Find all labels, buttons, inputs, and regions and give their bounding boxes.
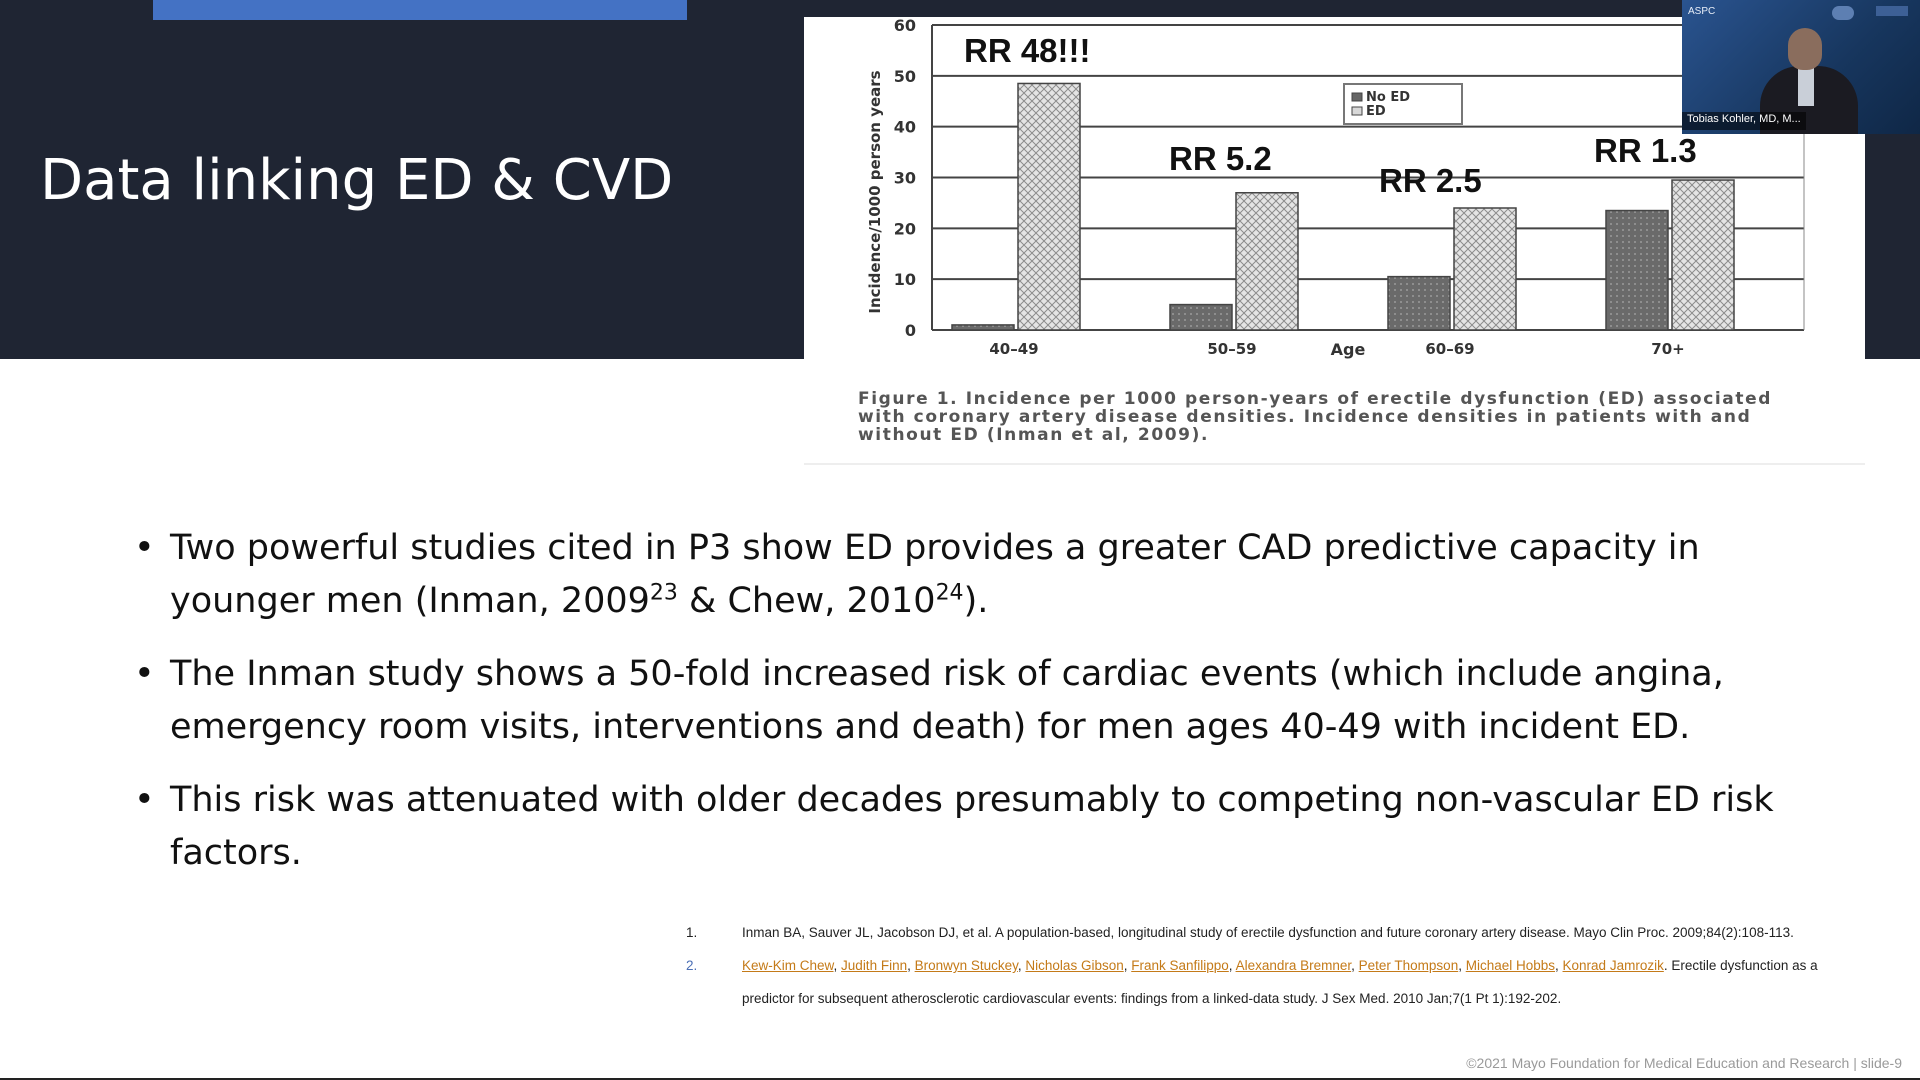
- bullet-item: • Two powerful studies cited in P3 show …: [134, 522, 1794, 628]
- bar-chart: 0 10 20 30 40 50 60 40–49 50–59 60–69 70+ RR 48!!! R…: [866, 17, 1805, 359]
- reference-text: predictor for subsequent atherosclerotic…: [742, 991, 1562, 1006]
- figure-caption: Figure 1. Incidence per 1000 person-year…: [858, 389, 1772, 445]
- bar-ed: [1453, 207, 1517, 331]
- x-tick-label: 70+: [1651, 340, 1684, 358]
- reference-text: Inman BA, Sauver JL, Jacobson DJ, et al.…: [742, 925, 1794, 940]
- bullet-item: • This risk was attenuated with older de…: [134, 774, 1794, 880]
- citation-superscript: 23: [649, 580, 678, 606]
- bullet-dot: •: [134, 780, 155, 820]
- bar-ed: [1235, 192, 1299, 331]
- bullet-text: Two powerful studies cited in P3 show ED…: [170, 528, 1700, 621]
- y-tick-label: 0: [905, 321, 916, 340]
- separator: ,: [907, 958, 915, 973]
- bar-no-ed: [1387, 275, 1451, 331]
- y-tick-label: 20: [894, 219, 916, 238]
- bullet-dot: •: [134, 654, 155, 694]
- badge-icon: [1832, 6, 1854, 20]
- separator: ,: [833, 958, 842, 973]
- x-tick-label: 50–59: [1207, 340, 1256, 358]
- y-tick-label: 60: [894, 17, 916, 35]
- separator: ,: [1351, 958, 1359, 973]
- author-link[interactable]: Michael Hobbs: [1465, 958, 1556, 973]
- citation-superscript: 24: [935, 580, 964, 606]
- rr-annotation: RR 5.2: [1169, 140, 1272, 177]
- bullet-text: The Inman study shows a 50-fold increase…: [170, 654, 1724, 747]
- bullet-item: • The Inman study shows a 50-fold increa…: [134, 648, 1794, 754]
- bullet-text: This risk was attenuated with older deca…: [170, 780, 1774, 873]
- y-tick-label: 30: [894, 169, 916, 188]
- separator: ,: [1228, 958, 1236, 973]
- bar-no-ed: [1169, 303, 1233, 331]
- slide-title: Data linking ED & CVD: [40, 148, 674, 213]
- bullet-list: • Two powerful studies cited in P3 show …: [134, 522, 1794, 900]
- caption-divider: [804, 463, 1865, 465]
- banner-icon: [1876, 6, 1908, 16]
- separator: ,: [1123, 958, 1132, 973]
- reference-number: 1.: [686, 925, 698, 940]
- bar-ed: [1017, 82, 1081, 331]
- separator: ,: [1458, 958, 1466, 973]
- presenter-head: [1788, 28, 1822, 70]
- bar-no-ed: [1605, 209, 1669, 331]
- rr-annotation: RR 2.5: [1379, 162, 1482, 199]
- y-tick-label: 50: [894, 67, 916, 86]
- reference-authors: Kew-Kim Chew, Judith Finn, Bronwyn Stuck…: [742, 958, 1818, 973]
- rr-annotation: RR 1.3: [1594, 132, 1697, 169]
- legend-box: [1343, 83, 1463, 125]
- slide-footer: ©2021 Mayo Foundation for Medical Educat…: [1466, 1055, 1902, 1071]
- author-link[interactable]: Konrad Jamrozik: [1562, 958, 1664, 973]
- bullet-text: & Chew, 2010: [677, 581, 936, 621]
- author-link[interactable]: Nicholas Gibson: [1025, 958, 1124, 973]
- author-link[interactable]: Frank Sanfilippo: [1131, 958, 1229, 973]
- rr-annotation: RR 48!!!: [964, 32, 1091, 69]
- legend-swatch: [1351, 106, 1363, 116]
- legend-label: No ED: [1366, 90, 1410, 105]
- y-tick-label: 40: [894, 118, 916, 137]
- legend-label: ED: [1366, 104, 1386, 119]
- author-link[interactable]: Judith Finn: [841, 958, 908, 973]
- accent-bar: [153, 0, 687, 20]
- separator: ,: [1017, 958, 1026, 973]
- bar-no-ed: [951, 324, 1015, 331]
- bottom-edge: [0, 1078, 1920, 1080]
- x-tick-label: 40–49: [989, 340, 1038, 358]
- aspc-logo: ASPC: [1688, 6, 1716, 17]
- author-link[interactable]: Kew-Kim Chew: [742, 958, 834, 973]
- author-link[interactable]: Bronwyn Stuckey: [914, 958, 1018, 973]
- presenter-shirt: [1798, 66, 1814, 106]
- bar-ed: [1671, 179, 1735, 331]
- y-axis-title: Incidence/1000 person years: [866, 70, 884, 313]
- author-link[interactable]: Peter Thompson: [1358, 958, 1459, 973]
- legend-swatch: [1351, 92, 1363, 102]
- reference-text: . Erectile dysfunction as a: [1663, 958, 1818, 973]
- reference-number: 2.: [686, 958, 698, 973]
- presenter-webcam[interactable]: ASPC Tobias Kohler, MD, M...: [1682, 0, 1920, 134]
- y-tick-label: 10: [894, 270, 916, 289]
- author-link[interactable]: Alexandra Bremner: [1235, 958, 1352, 973]
- x-axis-title: Age: [1331, 340, 1366, 359]
- bullet-dot: •: [134, 528, 155, 568]
- x-tick-label: 60–69: [1425, 340, 1474, 358]
- separator: ,: [1555, 958, 1563, 973]
- bullet-text: ).: [963, 581, 989, 621]
- presenter-name: Tobias Kohler, MD, M...: [1682, 112, 1806, 130]
